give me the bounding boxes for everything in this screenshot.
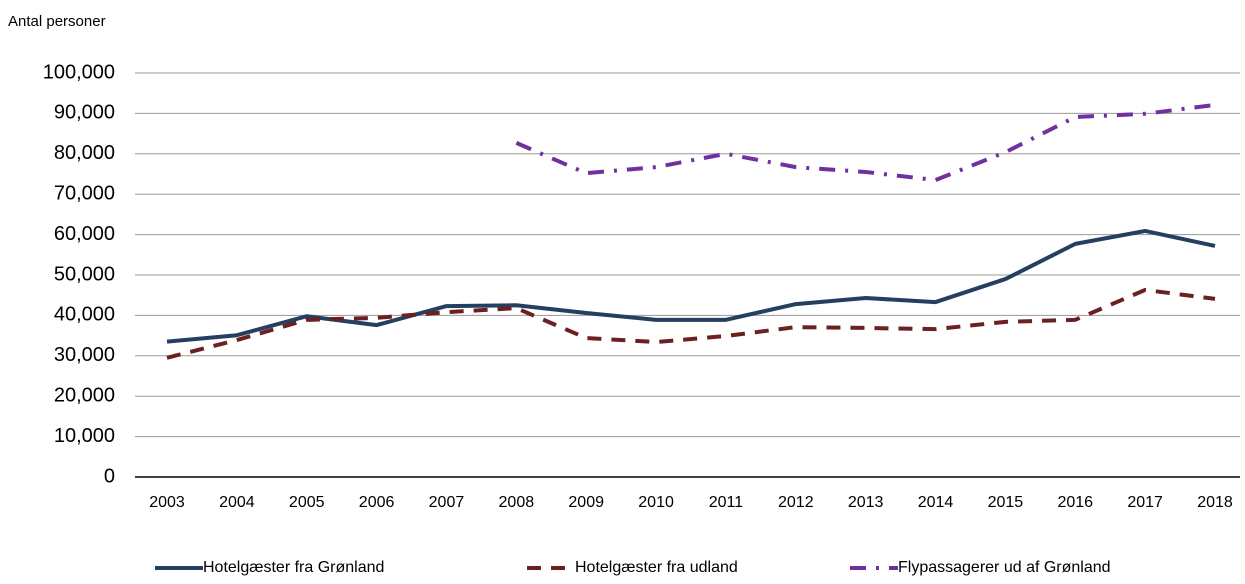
x-tick-label: 2010 <box>638 494 674 511</box>
x-tick-label: 2005 <box>289 494 325 511</box>
series-line <box>166 228 1216 344</box>
x-tick-label: 2018 <box>1197 494 1233 511</box>
series-line <box>166 287 1216 360</box>
y-tick-label: 80,000 <box>54 142 115 164</box>
x-tick-label: 2014 <box>918 494 954 511</box>
x-tick-label: 2015 <box>988 494 1024 511</box>
y-tick-label: 0 <box>104 465 115 487</box>
x-tick-label: 2011 <box>709 494 744 511</box>
y-tick-label: 70,000 <box>54 182 115 204</box>
x-tick-label: 2007 <box>429 494 465 511</box>
legend-label: Hotelgæster fra Grønland <box>203 559 384 576</box>
y-axis-title: Antal personer <box>8 13 106 30</box>
x-tick-label: 2009 <box>568 494 604 511</box>
x-tick-label: 2006 <box>359 494 395 511</box>
y-tick-label: 100,000 <box>43 61 115 83</box>
legend-label: Flypassagerer ud af Grønland <box>898 559 1111 576</box>
x-tick-label: 2008 <box>499 494 535 511</box>
legend-label: Hotelgæster fra udland <box>575 559 738 576</box>
x-tick-label: 2017 <box>1127 494 1163 511</box>
x-tick-label: 2013 <box>848 494 884 511</box>
y-tick-label: 40,000 <box>54 304 115 326</box>
x-tick-label: 2004 <box>219 494 255 511</box>
y-tick-label: 10,000 <box>54 425 115 447</box>
y-tick-label: 90,000 <box>54 102 115 124</box>
x-tick-label: 2003 <box>149 494 185 511</box>
y-tick-label: 30,000 <box>54 344 115 366</box>
x-tick-label: 2012 <box>778 494 814 511</box>
y-tick-label: 50,000 <box>54 263 115 285</box>
x-tick-label: 2016 <box>1057 494 1093 511</box>
series-line <box>515 102 1216 183</box>
y-tick-label: 20,000 <box>54 384 115 406</box>
y-tick-label: 60,000 <box>54 223 115 245</box>
